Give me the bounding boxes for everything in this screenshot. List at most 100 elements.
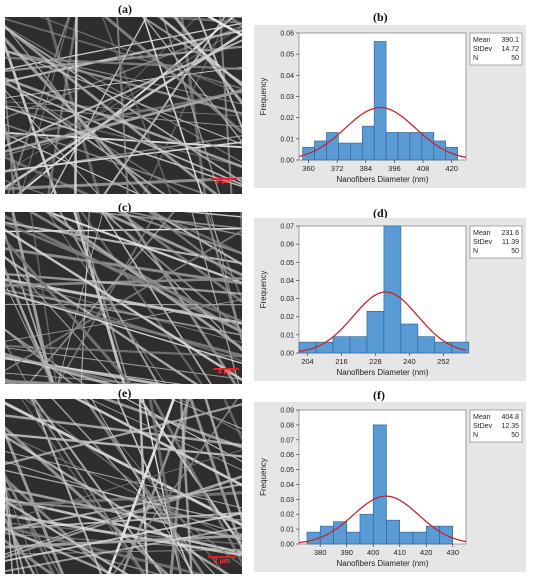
- y-tick-label: 0.04: [280, 482, 294, 489]
- y-tick-label: 0.07: [280, 224, 294, 231]
- y-axis-label: Frequency: [259, 78, 268, 116]
- histogram-bar: [332, 336, 351, 354]
- x-tick-label: 390: [340, 548, 353, 557]
- normal-fit-curve: [298, 495, 467, 544]
- histogram-bar: [400, 323, 419, 354]
- sem-image-a: 2 μm: [5, 17, 242, 194]
- stats-value: 404.8: [501, 414, 519, 421]
- x-tick-label: 430: [446, 548, 459, 557]
- stats-label: Mean: [473, 37, 491, 44]
- stats-value: 14.72: [501, 46, 519, 53]
- x-tick-label: 240: [403, 357, 416, 366]
- sem-fiber-network-c: [5, 212, 242, 384]
- y-axis-label: Frequency: [259, 271, 268, 309]
- stats-value: 50: [511, 432, 519, 439]
- histogram-bar: [383, 225, 402, 354]
- stats-box: [469, 32, 523, 66]
- stats-label: Mean: [473, 230, 491, 237]
- stats-label: Mean: [473, 414, 491, 421]
- stats-value: 390.1: [501, 37, 519, 44]
- histogram-bar: [409, 132, 423, 161]
- stats-label: StDev: [473, 239, 493, 246]
- x-tick-label: 228: [369, 357, 382, 366]
- sem-fiber-network-e: [5, 399, 242, 574]
- histogram-bar: [359, 513, 374, 545]
- panel-label-d: (d): [373, 206, 388, 220]
- histogram-b-svg: 0.00 0.01 0.02 0.03 0.04 0.05 0.06 360 372 384 396…: [254, 25, 526, 188]
- x-tick-label: 252: [437, 357, 450, 366]
- y-tick-label: 0.07: [280, 437, 294, 444]
- y-tick-label: 0.04: [280, 278, 294, 285]
- histogram-bar: [346, 531, 361, 545]
- histogram-bar: [315, 341, 334, 354]
- histogram-f-svg: 0.00 0.01 0.02 0.03 0.04 0.05 0.06 0.07 0.08 0.09…: [254, 402, 526, 572]
- y-tick-label: 0.00: [280, 351, 294, 358]
- histogram-d: 0.00 0.01 0.02 0.03 0.04 0.05 0.06 0.07 204 216 22…: [254, 218, 526, 381]
- histogram-f: 0.00 0.01 0.02 0.03 0.04 0.05 0.06 0.07 0.08 0.09…: [254, 402, 526, 572]
- x-tick-label: 360: [302, 164, 315, 173]
- y-tick-label: 0.06: [280, 31, 294, 38]
- normal-fit-curve: [298, 106, 467, 158]
- y-tick-label: 0.00: [280, 542, 294, 549]
- y-tick-label: 0.02: [280, 314, 294, 321]
- sem-fiber-network-a: [5, 17, 242, 194]
- stats-label: N: [473, 55, 478, 62]
- x-tick-label: 420: [445, 164, 458, 173]
- histogram-bar: [386, 519, 401, 545]
- y-tick-label: 0.09: [280, 408, 294, 415]
- stats-label: StDev: [473, 46, 493, 53]
- y-tick-label: 0.02: [280, 512, 294, 519]
- y-tick-label: 0.00: [280, 158, 294, 165]
- x-tick-label: 420: [420, 548, 433, 557]
- y-tick-label: 0.02: [280, 115, 294, 122]
- panel-label-c: (c): [118, 200, 132, 214]
- panel-label-f: (f): [373, 388, 385, 402]
- x-tick-label: 372: [331, 164, 344, 173]
- stats-label: StDev: [473, 423, 493, 430]
- stats-value: 50: [511, 248, 519, 255]
- stats-value: 12.35: [501, 423, 519, 430]
- x-axis-label: Nanofibers Diameter (nm): [336, 368, 428, 377]
- x-tick-label: 380: [314, 548, 327, 557]
- histogram-bar: [399, 531, 414, 545]
- stats-label: N: [473, 248, 478, 255]
- histogram-d-svg: 0.00 0.01 0.02 0.03 0.04 0.05 0.06 0.07 204 216 22…: [254, 218, 526, 381]
- y-tick-label: 0.06: [280, 242, 294, 249]
- panel-label-a: (a): [118, 2, 132, 16]
- x-tick-label: 410: [393, 548, 406, 557]
- y-tick-label: 0.03: [280, 497, 294, 504]
- y-tick-label: 0.01: [280, 332, 294, 339]
- stats-value: 50: [511, 55, 519, 62]
- histogram-bar: [412, 531, 427, 545]
- stats-label: N: [473, 432, 478, 439]
- y-tick-label: 0.05: [280, 260, 294, 267]
- y-tick-label: 0.06: [280, 452, 294, 459]
- y-tick-label: 0.08: [280, 422, 294, 429]
- scale-bar-c: 2 μm: [213, 365, 239, 376]
- y-tick-label: 0.03: [280, 94, 294, 101]
- scale-bar-a: 2 μm: [211, 175, 237, 186]
- scale-bar-e: 2 μm: [208, 556, 236, 568]
- x-tick-label: 396: [388, 164, 401, 173]
- histogram-bar: [373, 41, 387, 161]
- x-axis-label: Nanofibers Diameter (nm): [336, 175, 428, 184]
- sem-image-e: 2 μm: [5, 399, 242, 574]
- histogram-bar: [425, 525, 440, 545]
- histogram-bar: [417, 336, 436, 354]
- y-axis-label: Frequency: [259, 458, 268, 496]
- x-axis-label: Nanofibers Diameter (nm): [336, 559, 428, 568]
- histogram-bar: [338, 142, 351, 161]
- stats-value: 231.6: [501, 230, 519, 237]
- sem-image-c: 2 μm: [5, 212, 242, 384]
- x-tick-label: 216: [335, 357, 348, 366]
- stats-box: [469, 409, 523, 443]
- histogram-bar: [397, 132, 411, 161]
- histogram-bar: [361, 125, 375, 161]
- histogram-bar: [349, 142, 363, 161]
- histogram-bar: [372, 424, 387, 545]
- panel-label-b: (b): [373, 10, 388, 24]
- histogram-bar: [333, 521, 348, 545]
- histogram-bar: [366, 310, 385, 354]
- y-tick-label: 0.01: [280, 527, 294, 534]
- normal-fit-curve: [298, 291, 467, 352]
